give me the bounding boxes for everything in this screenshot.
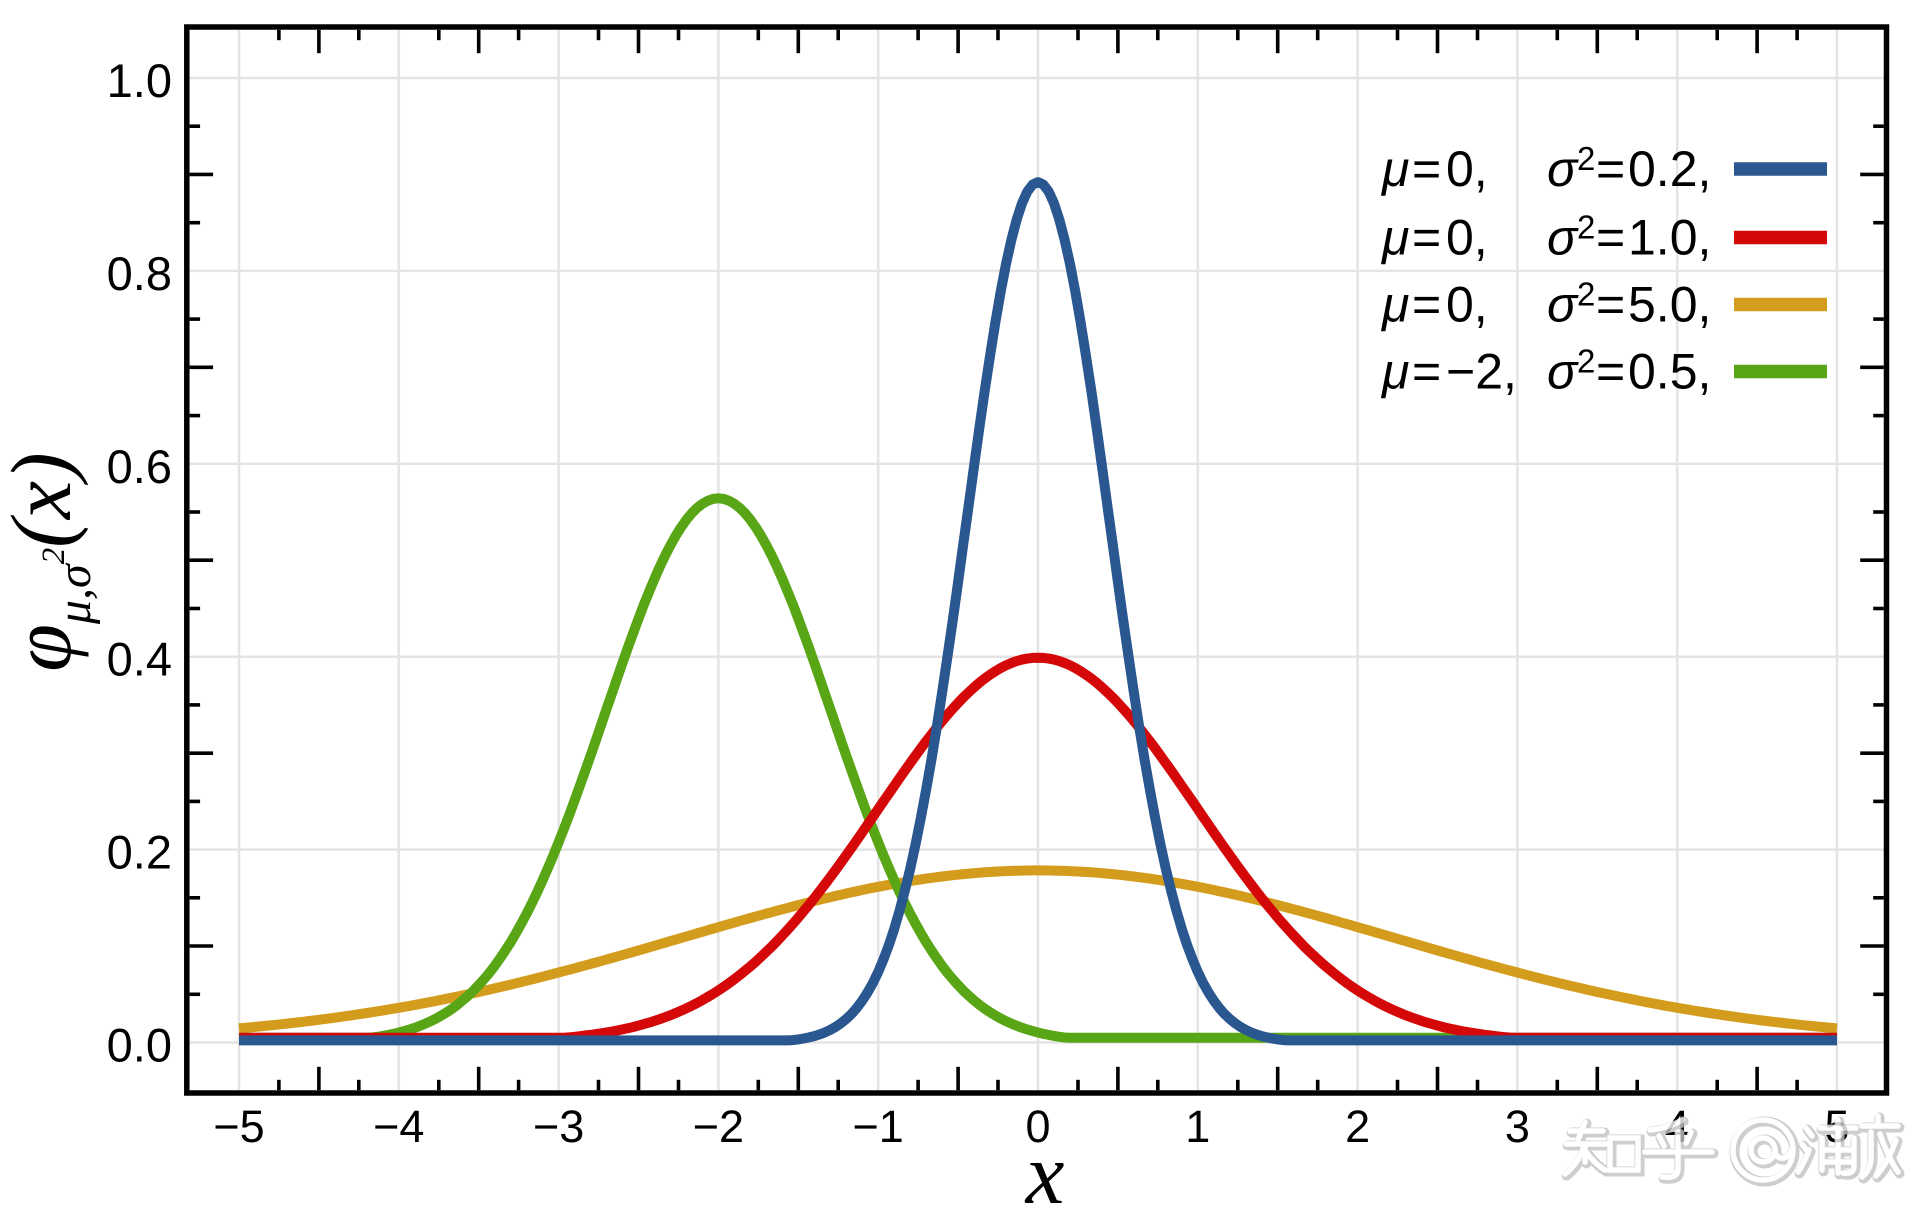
svg-text:μ=0,: μ=0,	[1380, 141, 1488, 197]
svg-text:0.6: 0.6	[107, 440, 172, 493]
svg-text:0: 0	[1025, 1101, 1050, 1152]
svg-text:−3: −3	[533, 1101, 584, 1152]
svg-text:μ=0,: μ=0,	[1380, 210, 1488, 266]
svg-text:σ2=0.5,: σ2=0.5,	[1547, 343, 1711, 400]
svg-text:−1: −1	[853, 1101, 904, 1152]
svg-text:−4: −4	[373, 1101, 424, 1152]
svg-text:σ2=5.0,: σ2=5.0,	[1547, 276, 1711, 333]
svg-text:x: x	[1024, 1125, 1065, 1222]
svg-text:μ=−2,: μ=−2,	[1380, 344, 1517, 400]
svg-text:−2: −2	[693, 1101, 744, 1152]
svg-text:3: 3	[1505, 1101, 1530, 1152]
svg-text:0.2: 0.2	[107, 826, 172, 879]
svg-text:0.0: 0.0	[107, 1019, 172, 1072]
svg-text:σ2=1.0,: σ2=1.0,	[1547, 209, 1711, 266]
svg-text:1.0: 1.0	[107, 54, 172, 107]
svg-text:σ2=0.2,: σ2=0.2,	[1547, 140, 1711, 197]
svg-text:0.4: 0.4	[107, 633, 172, 686]
svg-text:2: 2	[1345, 1101, 1370, 1152]
svg-text:1: 1	[1185, 1101, 1210, 1152]
svg-text:0.8: 0.8	[107, 247, 172, 300]
svg-text:−5: −5	[213, 1101, 264, 1152]
svg-text:μ=0,: μ=0,	[1380, 277, 1488, 333]
